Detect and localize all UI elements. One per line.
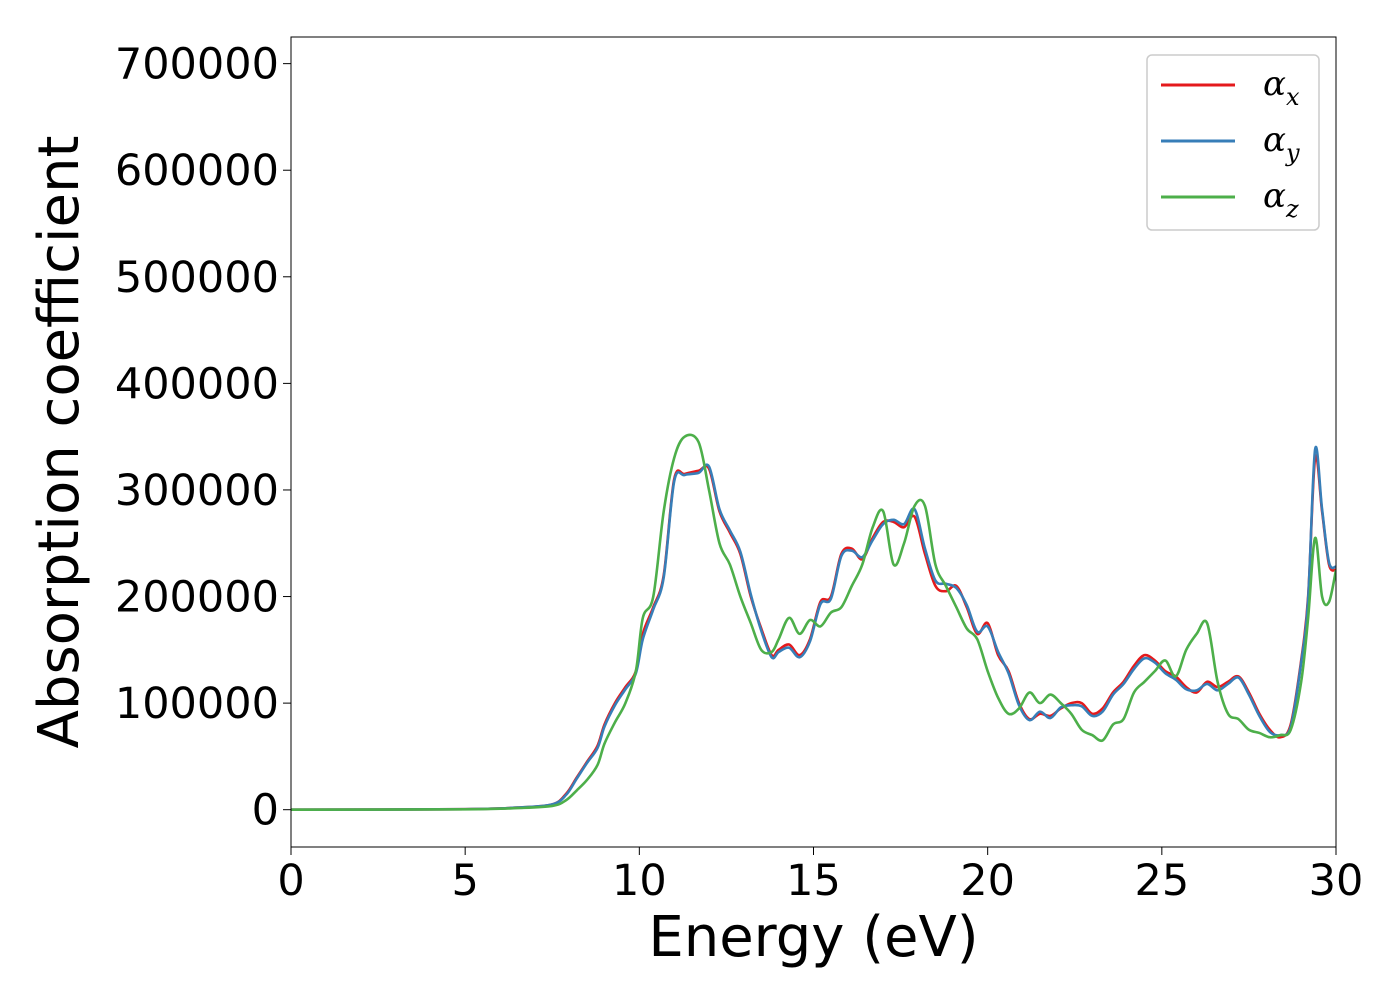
legend-label-subscript: x [1286, 83, 1300, 111]
series-line-alpha-y [291, 445, 1336, 811]
y-tick-label: 500000 [115, 253, 279, 303]
y-tick-label: 600000 [115, 146, 279, 196]
legend-label-base: α [1263, 120, 1286, 160]
series-line-alpha-z [291, 433, 1336, 811]
legend-label-subscript: y [1285, 139, 1300, 167]
x-axis-label: Energy (eV) [648, 905, 978, 970]
legend-label: αz [1263, 176, 1299, 223]
plot-area-frame [290, 36, 1337, 848]
y-tick-label: 200000 [115, 573, 279, 623]
x-axis-ticks: 0 5 10 15 20 25 30 [277, 847, 1363, 906]
legend-label: αx [1263, 64, 1300, 111]
y-tick-label: 700000 [115, 40, 279, 90]
legend-label-subscript: z [1285, 195, 1299, 223]
x-tick-label: 20 [960, 856, 1015, 906]
legend-label: αy [1263, 120, 1300, 167]
legend-label-base: α [1263, 176, 1286, 216]
y-axis-ticks: 0 100000 200000 300000 400000 500000 600000 700… [115, 40, 291, 836]
x-tick-label: 5 [451, 856, 478, 906]
x-tick-label: 15 [786, 856, 841, 906]
series-lines [291, 433, 1336, 811]
y-axis-label: Absorption coefficient [27, 136, 92, 749]
y-tick-label: 0 [252, 786, 279, 836]
y-tick-label: 400000 [115, 359, 279, 409]
x-tick-label: 0 [277, 856, 304, 906]
y-tick-label: 300000 [115, 466, 279, 516]
y-tick-label: 100000 [115, 679, 279, 729]
legend-label-base: α [1263, 64, 1286, 104]
x-tick-label: 30 [1309, 856, 1364, 906]
x-tick-label: 10 [612, 856, 667, 906]
x-tick-label: 25 [1134, 856, 1189, 906]
